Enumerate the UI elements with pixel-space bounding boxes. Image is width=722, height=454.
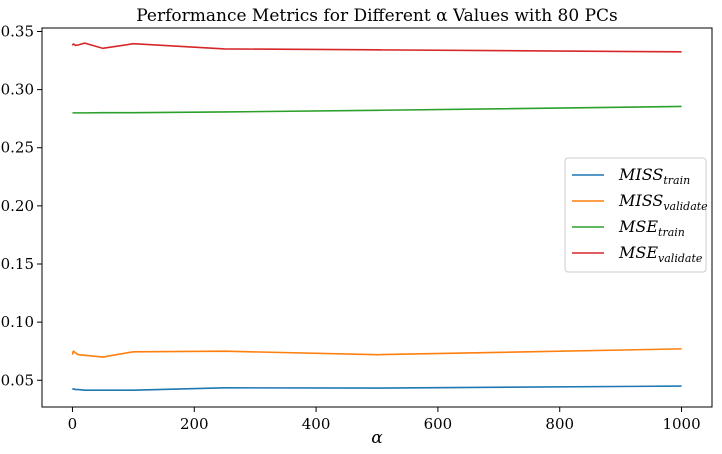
x-tick-label: 200 — [180, 415, 209, 433]
legend-label: MISStrain — [618, 165, 690, 187]
y-tick-label: 0.20 — [1, 197, 34, 215]
y-tick-label: 0.05 — [1, 371, 34, 389]
legend: MISStrain MISSvalidate MSEtrain MSEvalidate — [564, 157, 708, 273]
series-line-mse-validate — [71, 42, 682, 53]
series-line-mse-train — [72, 105, 682, 114]
x-tick-label: 400 — [302, 415, 331, 433]
x-tick-label: 800 — [545, 415, 574, 433]
legend-frame — [564, 157, 707, 273]
x-axis: 0 200 400 600 800 1000 — [68, 407, 701, 433]
x-tick-label: 600 — [424, 415, 453, 433]
series-line-miss-validate — [71, 348, 682, 358]
y-tick-label: 0.15 — [1, 255, 34, 273]
y-tick-label: 0.10 — [1, 313, 34, 331]
legend-label: MISSvalidate — [618, 191, 708, 213]
legend-label: MSEtrain — [618, 217, 685, 239]
x-axis-label: α — [371, 428, 383, 448]
series-line-miss-train — [71, 385, 682, 391]
y-tick-label: 0.35 — [1, 22, 34, 40]
y-tick-label: 0.25 — [1, 139, 34, 157]
legend-label: MSEvalidate — [618, 243, 703, 265]
y-tick-label: 0.30 — [1, 81, 34, 99]
x-tick-label: 0 — [68, 415, 78, 433]
chart-title: Performance Metrics for Different α Valu… — [136, 6, 618, 26]
series-lines — [71, 42, 682, 391]
x-tick-label: 1000 — [662, 415, 700, 433]
y-axis: 0.05 0.10 0.15 0.20 0.25 0.30 0.35 — [1, 22, 42, 389]
